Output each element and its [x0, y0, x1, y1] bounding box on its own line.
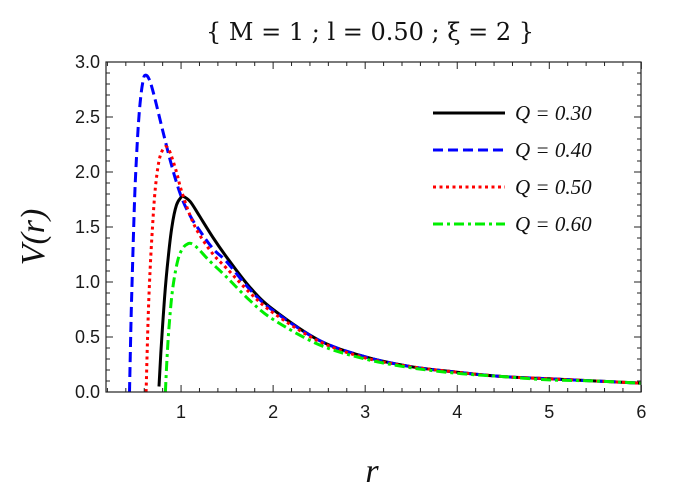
y-axis-label: V(r)	[15, 209, 52, 266]
x-tick-label: 4	[452, 402, 462, 422]
legend-label-q030: Q = 0.30	[515, 101, 592, 125]
chart-title: { M = 1 ; l = 0.50 ; ξ = 2 }	[206, 18, 534, 46]
legend-label-q050: Q = 0.50	[515, 175, 592, 199]
x-tick-label: 1	[176, 402, 186, 422]
curve-050	[144, 145, 642, 393]
legend-label-q040: Q = 0.40	[515, 138, 592, 162]
x-tick-label: 5	[544, 402, 554, 422]
legend: Q = 0.30 Q = 0.40 Q = 0.50 Q = 0.60	[433, 101, 592, 236]
y-tick-label: 3.0	[75, 52, 100, 72]
curve-060	[163, 241, 642, 393]
y-tick-label: 2.5	[75, 107, 100, 127]
y-tick-label: 0.0	[75, 382, 100, 402]
x-tick-label: 2	[268, 402, 278, 422]
x-axis-ticks: 1 2 3 4 5 6	[106, 62, 646, 422]
x-tick-label: 3	[360, 402, 370, 422]
x-tick-label: 6	[636, 402, 646, 422]
y-tick-label: 2.0	[75, 162, 100, 182]
y-tick-label: 0.5	[75, 327, 100, 347]
y-tick-label: 1.0	[75, 272, 100, 292]
legend-label-q060: Q = 0.60	[515, 212, 592, 236]
y-axis-ticks: 0.0 0.5 1.0 1.5 2.0 2.5 3.0	[75, 52, 641, 402]
y-tick-label: 1.5	[75, 217, 100, 237]
x-axis-label: r	[365, 453, 379, 490]
plot-curves	[128, 73, 642, 393]
